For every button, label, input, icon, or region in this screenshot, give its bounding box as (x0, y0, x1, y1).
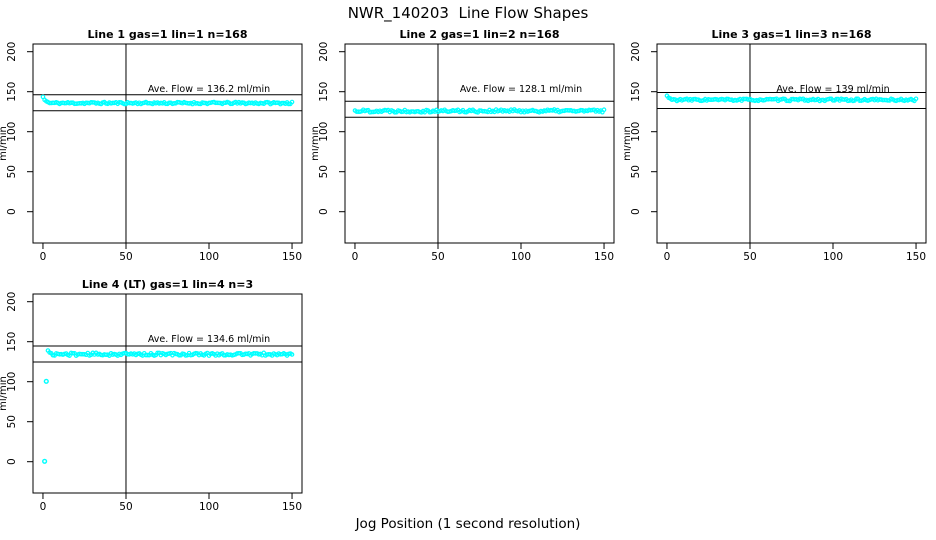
data-point (70, 350, 76, 356)
avg-flow-annotation: Ave. Flow = 134.6 ml/min (148, 334, 270, 345)
plot-box (344, 43, 615, 244)
x-tick-label: 50 (431, 251, 444, 263)
x-tick-label: 50 (119, 251, 132, 263)
outlier-point (43, 378, 49, 384)
panel-line-4: Line 4 (LT) gas=1 lin=4 n=3 0 50 100 150 200… (0, 277, 312, 520)
y-tick-label: 150 (6, 82, 18, 102)
y-tick-label: 0 (630, 208, 642, 215)
y-tick-label: 200 (6, 292, 18, 312)
y-tick-label: 0 (6, 458, 18, 465)
y-tick-label: 50 (318, 165, 330, 178)
x-tick-label: 0 (40, 251, 47, 263)
panel-title: Line 3 gas=1 lin=3 n=168 (711, 28, 872, 41)
x-tick-label: 100 (199, 501, 219, 513)
y-tick-label: 100 (6, 372, 18, 392)
data-point (289, 352, 295, 357)
x-tick-label: 50 (743, 251, 756, 263)
y-tick-label: 0 (318, 208, 330, 215)
x-tick-label: 100 (511, 251, 531, 263)
y-tick-label: 0 (6, 208, 18, 215)
avg-flow-annotation: Ave. Flow = 136.2 ml/min (148, 84, 270, 95)
y-axis-label: ml/min (0, 376, 9, 411)
data-point (601, 107, 607, 112)
panel-title: Line 4 (LT) gas=1 lin=4 n=3 (81, 278, 254, 291)
x-tick-label: 150 (282, 501, 302, 513)
plot-area-line-4: 0 50 100 150 200 0 50 100 150 ml/min Ave. Flow = 1… (0, 292, 303, 513)
x-tick-label: 100 (199, 251, 219, 263)
y-tick-label: 150 (318, 82, 330, 102)
x-tick-label: 100 (823, 251, 843, 263)
plot-box (656, 43, 927, 244)
y-axis-label: ml/min (312, 126, 321, 161)
data-point (913, 96, 919, 102)
figure-title: NWR_140203 Line Flow Shapes (347, 4, 589, 22)
panel-line-3: Line 3 gas=1 lin=3 n=168 0 50 100 150 200 0 50… (624, 27, 936, 270)
data-point (785, 98, 791, 104)
plot-area-line-3: 0 50 100 150 200 0 50 100 150 ml/min Ave. Flow = 1… (624, 42, 927, 263)
x-tick-label: 150 (594, 251, 614, 263)
y-tick-label: 150 (6, 332, 18, 352)
x-axis-title: Jog Position (1 second resolution) (355, 516, 581, 532)
y-tick-label: 200 (318, 42, 330, 62)
data-point (155, 350, 160, 356)
y-tick-label: 50 (630, 165, 642, 178)
data-point (286, 101, 292, 107)
y-tick-label: 100 (318, 122, 330, 142)
y-axis-label: ml/min (0, 126, 9, 161)
plot-area-line-2: 0 50 100 150 200 0 50 100 150 ml/min Ave. Flow = 1… (312, 42, 615, 263)
x-tick-label: 150 (906, 251, 926, 263)
data-point (145, 352, 150, 358)
x-tick-label: 0 (352, 251, 359, 263)
y-tick-label: 50 (6, 165, 18, 178)
y-tick-label: 50 (6, 415, 18, 428)
plot-area-line-1: 0 50 100 150 200 0 50 100 150 ml/min Ave. Flow = 1… (0, 42, 303, 263)
y-axis-label: ml/min (624, 126, 633, 161)
avg-flow-annotation: Ave. Flow = 139 ml/min (776, 84, 889, 95)
x-tick-label: 0 (40, 501, 47, 513)
y-tick-label: 200 (630, 42, 642, 62)
outlier-point (42, 458, 48, 464)
panel-line-2: Line 2 gas=1 lin=2 n=168 0 50 100 150 200 0 50… (312, 27, 624, 270)
data-point (289, 99, 295, 105)
avg-flow-annotation: Ave. Flow = 128.1 ml/min (460, 84, 582, 95)
y-tick-label: 100 (6, 122, 18, 142)
x-tick-label: 150 (282, 251, 302, 263)
panel-title: Line 1 gas=1 lin=1 n=168 (87, 28, 248, 41)
x-tick-label: 50 (119, 501, 132, 513)
panel-title: Line 2 gas=1 lin=2 n=168 (399, 28, 560, 41)
y-tick-label: 100 (630, 122, 642, 142)
plot-box (32, 43, 303, 244)
plot-box (32, 293, 303, 494)
x-tick-label: 0 (664, 251, 671, 263)
y-tick-label: 150 (630, 82, 642, 102)
panel-line-1: Line 1 gas=1 lin=1 n=168 0 50 100 150 200 0 50… (0, 27, 312, 270)
y-tick-label: 200 (6, 42, 18, 62)
